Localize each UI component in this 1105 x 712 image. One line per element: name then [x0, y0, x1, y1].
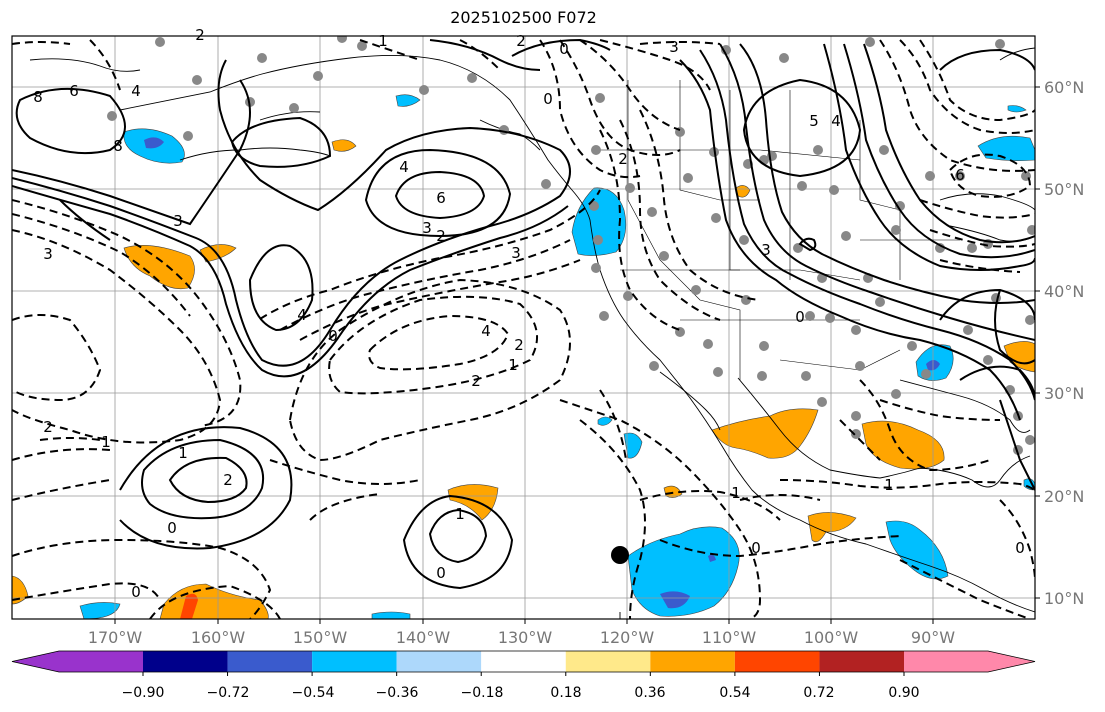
contour-label: 3	[511, 244, 521, 262]
colorbar-segment	[227, 651, 313, 672]
lon-label: 170°W	[88, 628, 143, 647]
contour-label: 2	[223, 471, 233, 489]
colorbar-segment	[819, 651, 904, 672]
contour-label: 0	[795, 308, 805, 326]
map-frame	[11, 35, 1036, 620]
contour-label: 0	[131, 583, 141, 601]
contour-label: 0	[436, 564, 446, 582]
lon-label: 140°W	[396, 628, 451, 647]
contour-label: 2	[436, 227, 446, 245]
contour-label: 3	[43, 245, 53, 263]
contour-label: 4	[831, 112, 841, 130]
map-plot-area	[12, 36, 1035, 619]
lat-label: 10°N	[1044, 589, 1084, 608]
colorbar-tick-label: −0.90	[122, 685, 165, 701]
contour-label: 8	[113, 137, 123, 155]
lat-label: 60°N	[1044, 78, 1084, 97]
colorbar-tick-labels: −0.90 −0.72 −0.54 −0.36 −0.18 0.18 0.36 …	[122, 685, 920, 701]
lon-label: 160°W	[191, 628, 246, 647]
colorbar-tick-label: 0.18	[550, 685, 581, 701]
colorbar-tick-label: 0.54	[719, 685, 750, 701]
contour-label: 2	[516, 32, 526, 50]
lon-label: 110°W	[702, 628, 757, 647]
colorbar-segment	[312, 651, 397, 672]
colorbar-segment	[396, 651, 482, 672]
lat-label: 40°N	[1044, 282, 1084, 301]
contour-label: 1	[178, 444, 188, 462]
latitude-labels: 60°N 50°N 40°N 30°N 20°N 10°N	[1044, 78, 1084, 608]
contour-label: 1	[455, 505, 465, 523]
lon-label: 130°W	[498, 628, 553, 647]
colorbar-tick-label: 0.90	[888, 685, 919, 701]
state-borders	[600, 80, 960, 380]
colorbar-tick-label: −0.54	[292, 685, 335, 701]
contour-label: 4	[131, 82, 141, 100]
contour-label: 2	[43, 418, 53, 436]
colorbar	[11, 650, 1036, 676]
contour-label: 0	[167, 519, 177, 537]
lon-label: 120°W	[600, 628, 655, 647]
contour-label: 0	[751, 539, 761, 557]
negative-contours	[12, 39, 1035, 619]
contour-label: 2	[618, 150, 628, 168]
lon-label: 90°W	[911, 628, 955, 647]
contour-label: 6	[436, 189, 446, 207]
contour-label: 1	[508, 356, 518, 374]
contour-label: 2	[195, 26, 205, 44]
contour-label: 2	[514, 336, 524, 354]
lat-label: 50°N	[1044, 180, 1084, 199]
contour-label: 8	[33, 88, 43, 106]
colorbar-segment	[904, 651, 988, 672]
contour-label: 3	[761, 241, 771, 259]
contour-label: 1	[101, 433, 111, 451]
lon-label: 100°W	[804, 628, 859, 647]
colorbar-tick-label: −0.18	[461, 685, 504, 701]
colorbar-segment	[565, 651, 651, 672]
contour-label: 0	[1015, 539, 1025, 557]
lat-label: 30°N	[1044, 384, 1084, 403]
contour-label: 0	[543, 90, 553, 108]
contour-label: 3	[669, 38, 679, 56]
strong-positive-shading	[180, 593, 198, 619]
colorbar-extend-min	[12, 651, 59, 672]
contour-label: 3	[173, 212, 183, 230]
map-title: 2025102500 F072	[450, 8, 597, 27]
contour-label: 0	[559, 40, 569, 58]
contour-label: 4	[297, 306, 307, 324]
colorbar-extend-max	[988, 651, 1035, 672]
contour-label: 1	[884, 476, 894, 494]
contour-label: 6	[955, 166, 965, 184]
lat-label: 20°N	[1044, 487, 1084, 506]
contour-label: 1	[731, 484, 741, 502]
colorbar-tick-label: −0.36	[376, 685, 419, 701]
colorbar-tick-label: −0.72	[207, 685, 250, 701]
contour-label: 6	[69, 82, 79, 100]
axis-ticks	[114, 86, 1040, 624]
negative-anomaly-shading	[79, 94, 1035, 619]
colorbar-tick-label: 0.72	[803, 685, 834, 701]
colorbar-segment	[481, 651, 566, 672]
contour-label: 4	[481, 322, 491, 340]
longitude-labels: 170°W 160°W 150°W 140°W 130°W 120°W 110°…	[88, 628, 955, 647]
lon-label: 150°W	[293, 628, 348, 647]
positive-contours	[12, 38, 1035, 590]
colorbar-segment	[650, 651, 735, 672]
coastlines	[29, 47, 1035, 619]
contour-label: 1	[378, 32, 388, 50]
contour-label: 5	[809, 112, 819, 130]
colorbar-segment	[143, 651, 228, 672]
contour-label: 3	[422, 219, 432, 237]
colorbar-tick-label: 0.36	[634, 685, 665, 701]
contour-label: 0	[328, 327, 338, 345]
colorbar-segment	[734, 651, 820, 672]
storm-position-marker	[611, 546, 629, 564]
colorbar-segment	[59, 651, 143, 672]
contour-label: 2	[471, 372, 481, 390]
contour-label: 4	[399, 158, 409, 176]
